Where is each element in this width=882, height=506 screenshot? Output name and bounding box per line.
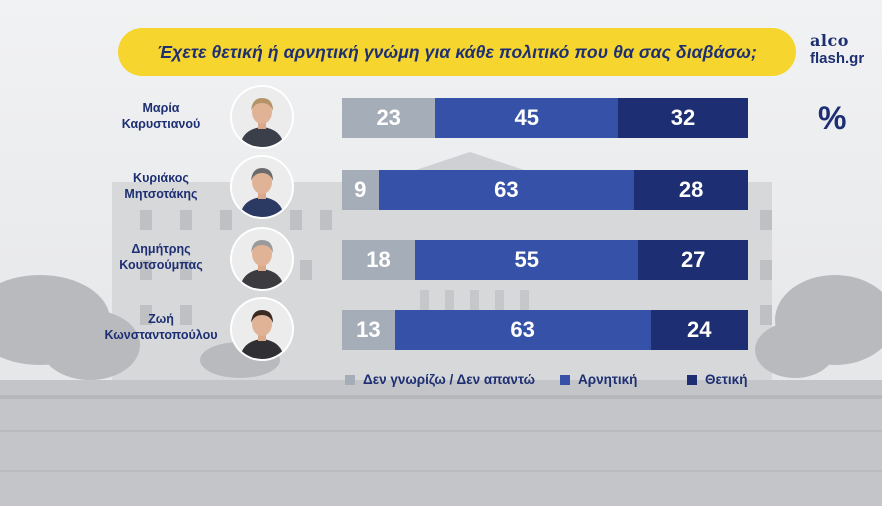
legend-swatch-negative — [560, 374, 570, 385]
stacked-bar: 23 45 32 — [342, 98, 748, 138]
logo-line-1: alco — [810, 31, 849, 50]
politician-name: Ζωή Κωνσταντοπούλου — [96, 311, 226, 343]
unit-label: % — [818, 100, 847, 136]
title-banner: Έχετε θετική ή αρνητική γνώμη για κάθε π… — [118, 28, 796, 76]
stacked-bar: 13 63 24 — [342, 310, 748, 350]
politician-name-line: Κυριάκος — [133, 171, 189, 185]
politician-name-line: Κωνσταντοπούλου — [104, 328, 218, 342]
bar-segment-positive: 32 — [618, 98, 748, 138]
logo-line-2: flash.gr — [810, 50, 865, 67]
bar-segment-positive: 24 — [650, 310, 748, 350]
politician-name-line: Ζωή — [148, 312, 174, 326]
bar-segment-dk: 9 — [342, 170, 379, 210]
person-photo-icon — [232, 299, 292, 359]
legend-label-positive: Θετική — [705, 372, 748, 387]
legend-item-dk: Δεν γνωρίζω / Δεν απαντώ — [345, 372, 535, 387]
politician-name: Μαρία Καρυστιανού — [96, 100, 226, 132]
bar-segment-negative: 63 — [378, 170, 635, 210]
legend-item-positive: Θετική — [687, 372, 747, 387]
person-photo-icon — [232, 87, 292, 147]
politician-name-line: Δημήτρης — [131, 242, 191, 256]
bar-segment-dk: 23 — [342, 98, 436, 138]
politician-name: Δημήτρης Κουτσούμπας — [96, 241, 226, 273]
stacked-bar: 9 63 28 — [342, 170, 748, 210]
stacked-bar: 18 55 27 — [342, 240, 748, 280]
politician-name-line: Καρυστιανού — [121, 117, 201, 131]
bar-segment-dk: 18 — [342, 240, 416, 280]
bar-segment-dk: 13 — [342, 310, 395, 350]
legend-label-negative: Αρνητική — [578, 372, 638, 387]
politician-name: Κυριάκος Μητσοτάκης — [96, 170, 226, 202]
legend-item-negative: Αρνητική — [560, 372, 637, 387]
person-photo-icon — [232, 229, 292, 289]
bar-segment-negative: 45 — [435, 98, 619, 138]
politician-name-line: Κουτσούμπας — [119, 258, 203, 272]
bar-segment-positive: 28 — [634, 170, 748, 210]
bar-segment-negative: 55 — [415, 240, 639, 280]
politician-name-line: Μητσοτάκης — [124, 187, 198, 201]
bar-segment-negative: 63 — [394, 310, 651, 350]
legend-swatch-positive — [687, 374, 697, 385]
person-photo-icon — [232, 157, 292, 217]
chart-title: Έχετε θετική ή αρνητική γνώμη για κάθε π… — [157, 41, 757, 62]
legend-swatch-dk — [345, 374, 355, 385]
bar-segment-positive: 27 — [638, 240, 748, 280]
legend-label-dk: Δεν γνωρίζω / Δεν απαντώ — [363, 372, 535, 387]
politician-name-line: Μαρία — [142, 101, 180, 115]
alco-flash-logo: alco flash.gr — [810, 32, 864, 68]
